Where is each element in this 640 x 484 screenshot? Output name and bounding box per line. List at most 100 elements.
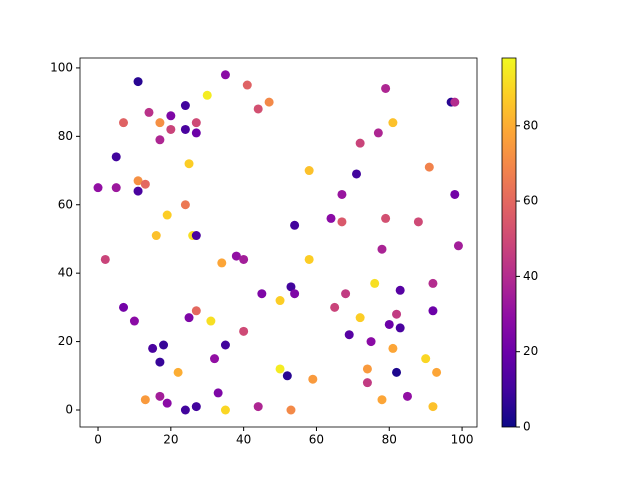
point xyxy=(428,306,438,316)
point xyxy=(220,70,230,80)
point xyxy=(377,395,387,405)
point xyxy=(148,343,158,353)
point xyxy=(370,278,380,288)
point xyxy=(111,183,121,193)
point xyxy=(421,354,431,364)
point xyxy=(119,302,129,312)
point xyxy=(373,128,383,138)
point xyxy=(184,159,194,169)
point xyxy=(184,313,194,323)
point xyxy=(155,118,165,128)
colorbar xyxy=(501,57,517,428)
point xyxy=(453,241,463,251)
point xyxy=(217,258,227,268)
point xyxy=(191,402,201,412)
point xyxy=(275,364,285,374)
point xyxy=(257,289,267,299)
point xyxy=(286,282,296,292)
point xyxy=(180,200,190,210)
point xyxy=(290,289,300,299)
y-tick-label: 0 xyxy=(65,402,73,416)
point xyxy=(392,309,402,319)
point xyxy=(395,285,405,295)
point xyxy=(337,189,347,199)
point xyxy=(428,402,438,412)
point xyxy=(355,138,365,148)
x-tick-label: 100 xyxy=(451,433,474,447)
point xyxy=(337,217,347,227)
colorbar-tick-label: 20 xyxy=(523,344,538,358)
point xyxy=(220,340,230,350)
x-tick-label: 0 xyxy=(94,433,102,447)
point xyxy=(220,405,230,415)
point xyxy=(231,251,241,261)
point xyxy=(155,135,165,145)
point xyxy=(282,371,292,381)
point xyxy=(213,388,223,398)
point xyxy=(304,254,314,264)
point xyxy=(308,374,318,384)
x-tick-label: 20 xyxy=(163,433,178,447)
colorbar-tick-label: 0 xyxy=(523,420,531,434)
point xyxy=(133,186,143,196)
point xyxy=(275,296,285,306)
point xyxy=(362,364,372,374)
point xyxy=(100,254,110,264)
point xyxy=(402,391,412,401)
point xyxy=(162,398,172,408)
point xyxy=(286,405,296,415)
point xyxy=(159,340,169,350)
y-tick-label: 80 xyxy=(58,129,73,143)
point xyxy=(377,244,387,254)
point xyxy=(119,118,129,128)
point xyxy=(166,124,176,134)
point xyxy=(450,97,460,107)
point xyxy=(344,330,354,340)
point xyxy=(326,213,336,223)
point xyxy=(388,343,398,353)
point xyxy=(424,162,434,172)
point xyxy=(191,306,201,316)
point xyxy=(253,104,263,114)
point xyxy=(395,323,405,333)
point xyxy=(242,80,252,90)
point xyxy=(239,326,249,336)
point xyxy=(133,176,143,186)
colorbar-tick-label: 40 xyxy=(523,269,538,283)
point xyxy=(351,169,361,179)
point xyxy=(330,302,340,312)
point xyxy=(151,231,161,241)
point xyxy=(180,101,190,111)
point xyxy=(264,97,274,107)
point xyxy=(432,367,442,377)
point xyxy=(129,316,139,326)
point xyxy=(362,378,372,388)
point xyxy=(413,217,423,227)
point xyxy=(155,357,165,367)
point xyxy=(210,354,220,364)
point xyxy=(239,254,249,264)
point xyxy=(140,395,150,405)
point xyxy=(191,118,201,128)
point xyxy=(450,189,460,199)
point xyxy=(355,313,365,323)
point xyxy=(381,83,391,93)
point xyxy=(384,319,394,329)
point xyxy=(392,367,402,377)
point xyxy=(191,128,201,138)
point xyxy=(381,213,391,223)
point xyxy=(191,231,201,241)
point xyxy=(304,166,314,176)
x-tick-label: 40 xyxy=(236,433,251,447)
y-tick-label: 60 xyxy=(58,197,73,211)
point xyxy=(166,111,176,121)
x-tick-label: 80 xyxy=(382,433,397,447)
point xyxy=(206,316,216,326)
point xyxy=(155,391,165,401)
point xyxy=(180,405,190,415)
point xyxy=(388,118,398,128)
point xyxy=(202,90,212,100)
point xyxy=(428,278,438,288)
colorbar-tick-label: 80 xyxy=(523,118,538,132)
point xyxy=(93,183,103,193)
